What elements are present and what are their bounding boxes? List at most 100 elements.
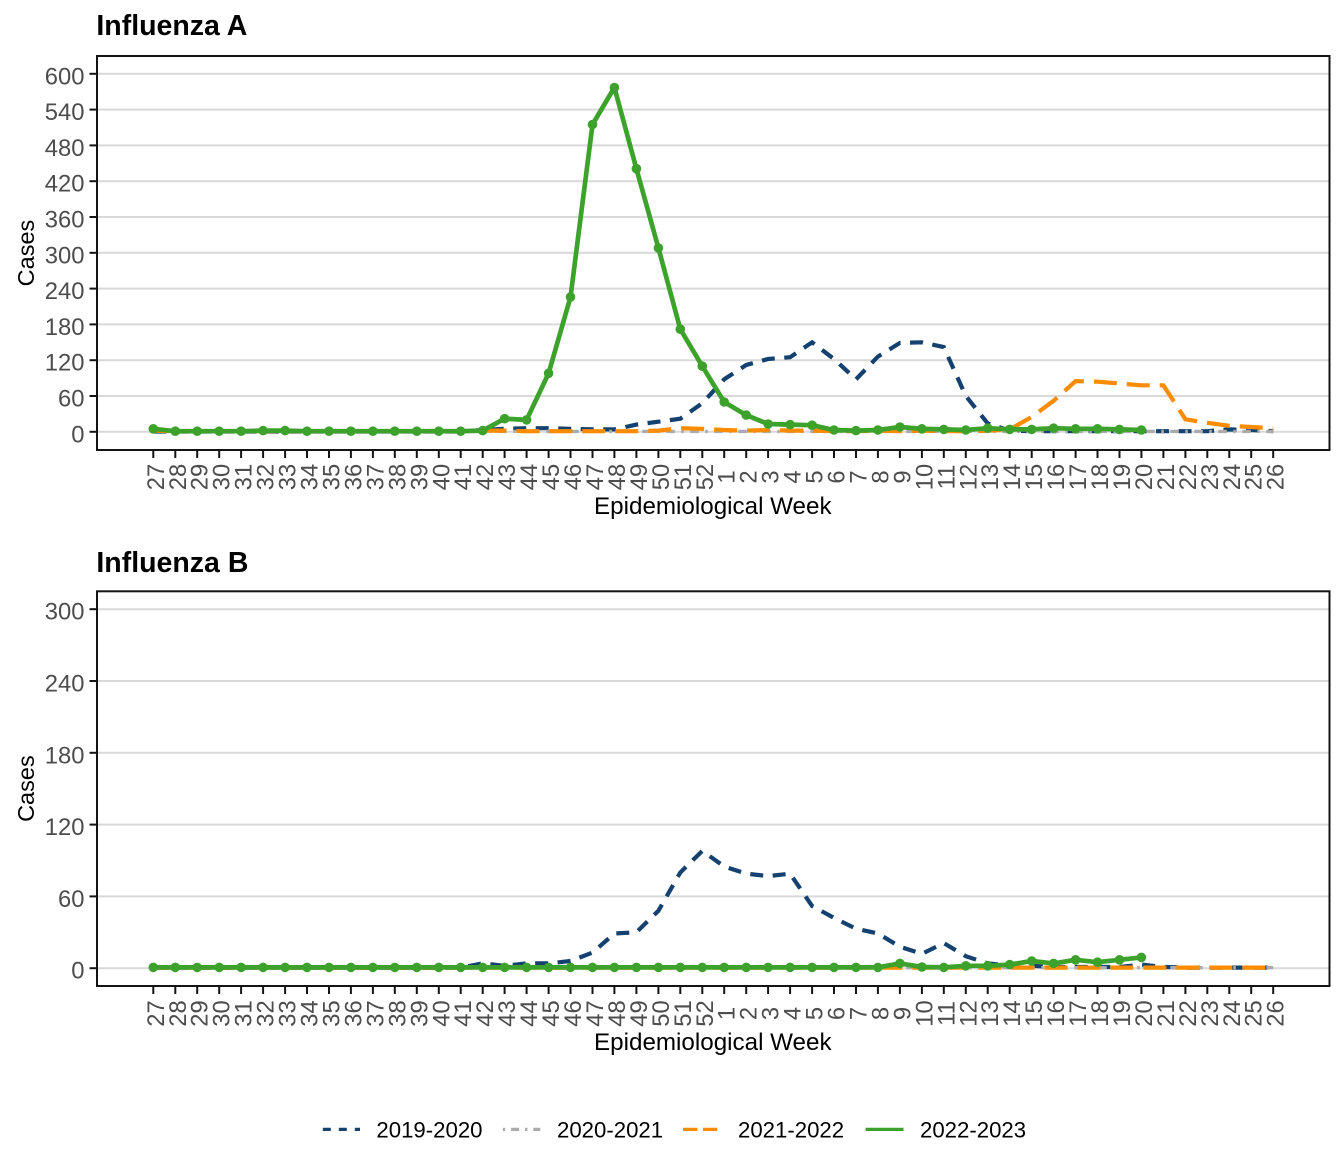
svg-text:35: 35 (318, 464, 345, 490)
svg-text:60: 60 (58, 385, 84, 412)
svg-text:38: 38 (384, 464, 411, 490)
svg-text:28: 28 (165, 464, 192, 490)
svg-text:240: 240 (45, 670, 85, 697)
svg-text:39: 39 (406, 1000, 433, 1026)
svg-text:0: 0 (71, 958, 84, 985)
svg-text:25: 25 (1241, 464, 1268, 490)
svg-text:9: 9 (889, 1007, 916, 1020)
svg-text:18: 18 (1087, 1000, 1114, 1026)
svg-text:29: 29 (187, 1000, 214, 1026)
svg-text:36: 36 (340, 464, 367, 490)
svg-text:17: 17 (1065, 1000, 1092, 1026)
svg-text:13: 13 (977, 1000, 1004, 1026)
svg-text:33: 33 (275, 1000, 302, 1026)
svg-text:18: 18 (1087, 464, 1114, 490)
svg-text:27: 27 (143, 1000, 170, 1026)
svg-text:47: 47 (582, 464, 609, 490)
svg-text:26: 26 (1263, 464, 1290, 490)
svg-text:42: 42 (472, 464, 499, 490)
svg-text:14: 14 (999, 464, 1026, 490)
svg-text:240: 240 (45, 278, 85, 305)
svg-text:11: 11 (933, 465, 960, 490)
svg-text:3: 3 (758, 470, 785, 483)
svg-text:39: 39 (406, 464, 433, 490)
svg-text:10: 10 (911, 1000, 938, 1026)
svg-text:51: 51 (670, 1000, 697, 1026)
svg-text:33: 33 (275, 464, 302, 490)
svg-text:Cases: Cases (13, 220, 39, 287)
svg-text:180: 180 (45, 742, 85, 769)
svg-text:52: 52 (692, 1000, 719, 1026)
svg-text:480: 480 (45, 135, 85, 162)
svg-text:16: 16 (1043, 464, 1070, 490)
svg-text:60: 60 (58, 886, 84, 913)
svg-text:120: 120 (45, 350, 85, 377)
svg-text:28: 28 (165, 1000, 192, 1026)
svg-text:19: 19 (1109, 464, 1136, 490)
svg-text:30: 30 (209, 1000, 236, 1026)
svg-text:8: 8 (867, 1007, 894, 1020)
svg-text:48: 48 (604, 1000, 631, 1026)
svg-text:2019-2020: 2019-2020 (376, 1118, 482, 1143)
svg-text:2020-2021: 2020-2021 (557, 1118, 663, 1143)
svg-text:45: 45 (538, 1000, 565, 1026)
svg-text:300: 300 (45, 242, 85, 269)
svg-text:9: 9 (889, 470, 916, 483)
svg-text:37: 37 (362, 1000, 389, 1026)
svg-text:4: 4 (780, 470, 807, 483)
svg-text:8: 8 (867, 470, 894, 483)
svg-text:6: 6 (823, 470, 850, 483)
svg-text:300: 300 (45, 599, 85, 626)
svg-text:4: 4 (780, 1007, 807, 1020)
svg-text:1: 1 (714, 1007, 741, 1020)
svg-text:23: 23 (1197, 464, 1224, 490)
svg-text:45: 45 (538, 464, 565, 490)
svg-text:43: 43 (494, 464, 521, 490)
svg-text:20: 20 (1131, 464, 1158, 490)
svg-text:26: 26 (1263, 1000, 1290, 1026)
svg-text:36: 36 (340, 1000, 367, 1026)
svg-text:29: 29 (187, 464, 214, 490)
svg-text:7: 7 (845, 1007, 872, 1020)
svg-text:34: 34 (296, 464, 323, 490)
svg-text:12: 12 (955, 1000, 982, 1026)
svg-text:46: 46 (560, 1000, 587, 1026)
svg-text:22: 22 (1175, 464, 1202, 490)
svg-text:600: 600 (45, 63, 85, 90)
svg-text:47: 47 (582, 1000, 609, 1026)
svg-text:2: 2 (736, 1007, 763, 1020)
svg-text:14: 14 (999, 1000, 1026, 1026)
svg-text:30: 30 (209, 464, 236, 490)
svg-text:24: 24 (1219, 1000, 1246, 1026)
svg-text:48: 48 (604, 464, 631, 490)
svg-text:35: 35 (318, 1000, 345, 1026)
svg-text:5: 5 (802, 470, 829, 483)
svg-text:24: 24 (1219, 464, 1246, 490)
svg-text:19: 19 (1109, 1000, 1136, 1026)
svg-text:27: 27 (143, 464, 170, 490)
svg-text:6: 6 (823, 1007, 850, 1020)
svg-text:31: 31 (231, 1000, 258, 1026)
svg-text:32: 32 (253, 464, 280, 490)
svg-text:5: 5 (802, 1007, 829, 1020)
svg-text:38: 38 (384, 1000, 411, 1026)
svg-text:16: 16 (1043, 1000, 1070, 1026)
svg-text:37: 37 (362, 464, 389, 490)
svg-text:41: 41 (450, 464, 477, 490)
svg-text:34: 34 (296, 1000, 323, 1026)
svg-text:12: 12 (955, 464, 982, 490)
svg-text:15: 15 (1021, 464, 1048, 490)
svg-text:31: 31 (231, 464, 258, 490)
svg-text:1: 1 (714, 470, 741, 483)
svg-text:360: 360 (45, 206, 85, 233)
svg-text:Epidemiological Week: Epidemiological Week (594, 493, 832, 520)
svg-text:Influenza B: Influenza B (96, 547, 248, 579)
svg-text:2022-2023: 2022-2023 (920, 1118, 1026, 1143)
svg-text:51: 51 (670, 464, 697, 490)
svg-text:Influenza A: Influenza A (96, 10, 247, 42)
svg-text:42: 42 (472, 1000, 499, 1026)
svg-text:22: 22 (1175, 1000, 1202, 1026)
svg-text:49: 49 (626, 464, 653, 490)
svg-text:40: 40 (428, 464, 455, 490)
svg-text:420: 420 (45, 171, 85, 198)
